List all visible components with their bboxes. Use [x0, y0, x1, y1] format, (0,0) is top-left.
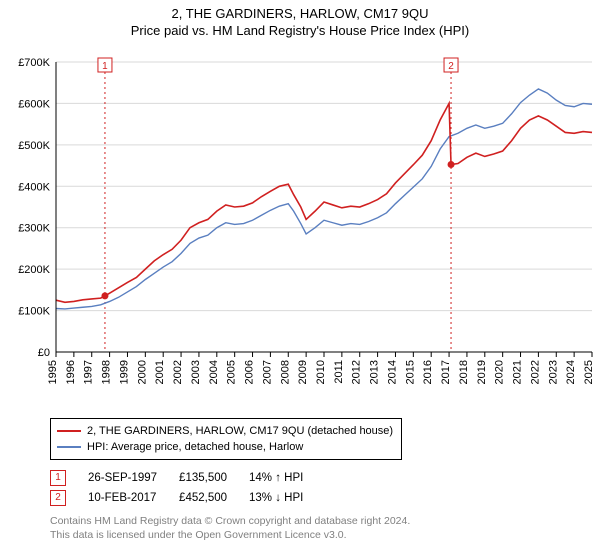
svg-text:2006: 2006 — [244, 360, 256, 384]
svg-text:£600K: £600K — [18, 98, 50, 110]
svg-text:2010: 2010 — [315, 360, 327, 384]
event-row-2: 2 10-FEB-2017 £452,500 13% ↓ HPI — [50, 488, 325, 508]
legend-swatch-price-paid — [57, 430, 81, 432]
title-sub: Price paid vs. HM Land Registry's House … — [0, 23, 600, 38]
chart-svg: £0 £100K £200K £300K £400K £500K £600K £700K 199… — [0, 42, 600, 412]
attribution-line1: Contains HM Land Registry data © Crown c… — [50, 515, 410, 527]
event-price-1: £135,500 — [179, 468, 249, 488]
legend-label-hpi: HPI: Average price, detached house, Harl… — [87, 441, 303, 453]
legend-label-price-paid: 2, THE GARDINERS, HARLOW, CM17 9QU (deta… — [87, 425, 393, 437]
svg-text:2019: 2019 — [476, 360, 488, 384]
svg-text:2009: 2009 — [297, 360, 309, 384]
legend-item-price-paid: 2, THE GARDINERS, HARLOW, CM17 9QU (deta… — [57, 423, 393, 439]
svg-text:2002: 2002 — [172, 360, 184, 384]
svg-text:2007: 2007 — [261, 360, 273, 384]
svg-text:1995: 1995 — [47, 360, 59, 384]
svg-text:2000: 2000 — [136, 360, 148, 384]
svg-text:2016: 2016 — [422, 360, 434, 384]
svg-text:2008: 2008 — [279, 360, 291, 384]
legend-swatch-hpi — [57, 446, 81, 448]
svg-text:2013: 2013 — [369, 360, 381, 384]
svg-text:£200K: £200K — [18, 264, 50, 276]
svg-text:£700K: £700K — [18, 57, 50, 69]
svg-text:£400K: £400K — [18, 181, 50, 193]
attribution-line2: This data is licensed under the Open Gov… — [50, 529, 347, 541]
legend: 2, THE GARDINERS, HARLOW, CM17 9QU (deta… — [50, 418, 402, 460]
svg-text:2012: 2012 — [351, 360, 363, 384]
titles: 2, THE GARDINERS, HARLOW, CM17 9QU Price… — [0, 0, 600, 38]
event-badge-2: 2 — [50, 490, 66, 506]
svg-text:£500K: £500K — [18, 140, 50, 152]
event-date-1: 26-SEP-1997 — [88, 468, 179, 488]
svg-text:£300K: £300K — [18, 223, 50, 235]
event-delta-2: 13% ↓ HPI — [249, 488, 325, 508]
svg-text:2021: 2021 — [512, 360, 524, 384]
svg-text:2022: 2022 — [529, 360, 541, 384]
svg-text:£100K: £100K — [18, 306, 50, 318]
svg-text:2017: 2017 — [440, 360, 452, 384]
svg-text:2004: 2004 — [208, 360, 220, 384]
svg-text:2005: 2005 — [226, 360, 238, 384]
svg-text:2020: 2020 — [494, 360, 506, 384]
svg-text:2024: 2024 — [565, 360, 577, 384]
svg-text:2: 2 — [448, 61, 454, 72]
svg-text:2025: 2025 — [583, 360, 595, 384]
event-price-2: £452,500 — [179, 488, 249, 508]
event-badge-1: 1 — [50, 470, 66, 486]
chart-container: 2, THE GARDINERS, HARLOW, CM17 9QU Price… — [0, 0, 600, 542]
legend-item-hpi: HPI: Average price, detached house, Harl… — [57, 439, 393, 455]
svg-text:2003: 2003 — [190, 360, 202, 384]
title-main: 2, THE GARDINERS, HARLOW, CM17 9QU — [0, 6, 600, 21]
svg-text:2011: 2011 — [333, 360, 345, 384]
chart: £0 £100K £200K £300K £400K £500K £600K £700K 199… — [0, 42, 600, 412]
svg-text:2015: 2015 — [404, 360, 416, 384]
svg-text:2018: 2018 — [458, 360, 470, 384]
attribution: Contains HM Land Registry data © Crown c… — [50, 514, 600, 542]
svg-text:1997: 1997 — [83, 360, 95, 384]
svg-text:1998: 1998 — [101, 360, 113, 384]
svg-text:1999: 1999 — [118, 360, 130, 384]
svg-text:£0: £0 — [38, 347, 50, 359]
svg-text:1: 1 — [102, 61, 108, 72]
event-row-1: 1 26-SEP-1997 £135,500 14% ↑ HPI — [50, 468, 325, 488]
svg-text:2023: 2023 — [547, 360, 559, 384]
svg-text:2001: 2001 — [154, 360, 166, 384]
svg-text:1996: 1996 — [65, 360, 77, 384]
events-table: 1 26-SEP-1997 £135,500 14% ↑ HPI 2 10-FE… — [50, 468, 600, 508]
event-delta-1: 14% ↑ HPI — [249, 468, 325, 488]
svg-text:2014: 2014 — [386, 360, 398, 384]
event-date-2: 10-FEB-2017 — [88, 488, 179, 508]
